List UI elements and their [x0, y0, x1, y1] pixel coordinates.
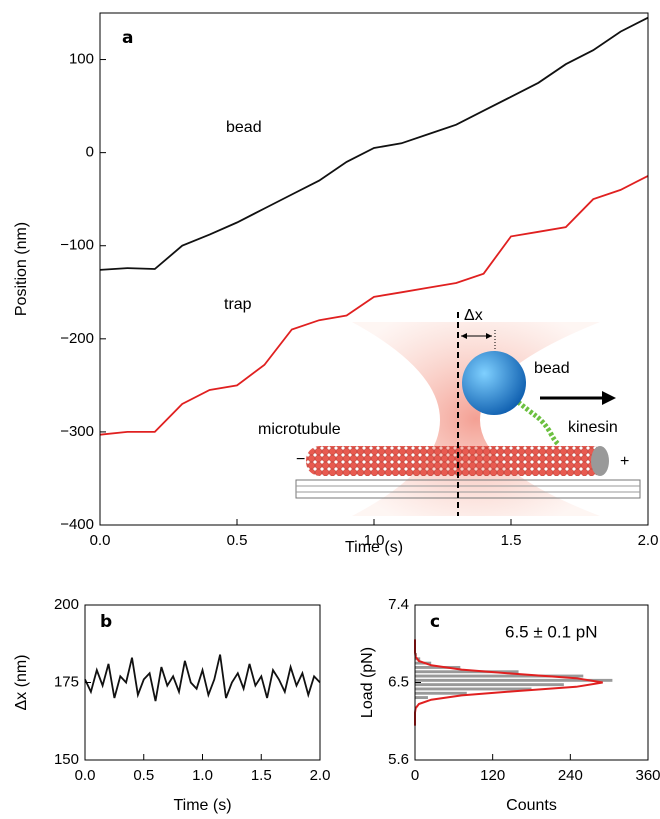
x-tick-label: 1.5	[501, 532, 522, 549]
histogram-bar	[415, 670, 519, 674]
series-label: bead	[226, 119, 262, 136]
x-tick-label: 0	[411, 767, 419, 784]
trace	[99, 175, 649, 436]
y-axis-label: Position (nm)	[13, 222, 30, 316]
annotation: Δx	[464, 307, 483, 324]
assay-diagram: Δx bead kinesin microtubule − + bead tra…	[224, 119, 641, 516]
panel-label: c	[430, 612, 440, 632]
histogram-bar	[415, 683, 564, 687]
x-axis-label: Time (s)	[173, 797, 231, 814]
plot-frame	[84, 604, 321, 761]
kinesin	[516, 400, 560, 446]
laser-beam	[352, 322, 600, 516]
annotation: microtubule	[258, 421, 341, 438]
x-tick-label: 1.0	[192, 767, 213, 784]
motion-arrow-head	[602, 391, 616, 405]
panel-label: b	[100, 612, 112, 632]
annotation: +	[620, 453, 629, 470]
y-tick-label: 6.5	[388, 673, 409, 690]
x-tick-label: 240	[558, 767, 583, 784]
annotation: kinesin	[568, 419, 618, 436]
histogram-bar	[415, 696, 428, 700]
y-tick-label: 0	[86, 144, 94, 161]
y-tick-label: 100	[69, 51, 94, 68]
x-tick-label: 120	[480, 767, 505, 784]
histogram-bar	[415, 678, 613, 682]
surface	[295, 479, 641, 499]
annotation: bead	[534, 360, 570, 377]
y-tick-label: −300	[60, 423, 94, 440]
trace	[99, 16, 649, 271]
x-tick-label: 360	[635, 767, 660, 784]
x-tick-label: 2.0	[638, 532, 659, 549]
y-axis-label: Δx (nm)	[13, 654, 30, 710]
y-tick-label: −400	[60, 516, 94, 533]
y-axis-label: Load (pN)	[359, 647, 376, 718]
histogram-bar	[415, 691, 467, 695]
histogram-bar	[415, 665, 461, 669]
x-tick-label: 1.5	[251, 767, 272, 784]
bead	[462, 351, 526, 415]
y-tick-label: −100	[60, 237, 94, 254]
x-tick-label: 1.0	[364, 532, 385, 549]
y-tick-label: 175	[54, 673, 79, 690]
y-tick-label: 5.6	[388, 751, 409, 768]
x-tick-label: 0.0	[90, 532, 111, 549]
annotation: 6.5 ± 0.1 pN	[505, 622, 598, 641]
y-tick-label: 7.4	[388, 596, 409, 613]
y-tick-label: −200	[60, 330, 94, 347]
y-tick-label: 200	[54, 596, 79, 613]
x-tick-label: 0.5	[133, 767, 154, 784]
y-tick-label: 150	[54, 751, 79, 768]
x-axis-label: Time (s)	[345, 539, 403, 556]
microtubule	[306, 446, 606, 476]
series-label: trap	[224, 296, 252, 313]
microtubule-end	[591, 446, 609, 476]
fit-curve	[414, 639, 603, 726]
x-tick-label: 0.5	[227, 532, 248, 549]
panel-label: a	[122, 28, 133, 48]
x-tick-label: 2.0	[310, 767, 331, 784]
annotation: −	[296, 451, 305, 468]
histogram-bar	[415, 687, 532, 691]
x-axis-label: Counts	[506, 797, 557, 814]
histogram-bar	[415, 674, 584, 678]
x-tick-label: 0.0	[75, 767, 96, 784]
trace	[84, 654, 321, 702]
